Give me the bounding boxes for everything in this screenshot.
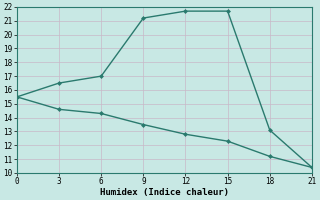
X-axis label: Humidex (Indice chaleur): Humidex (Indice chaleur) [100, 188, 229, 197]
